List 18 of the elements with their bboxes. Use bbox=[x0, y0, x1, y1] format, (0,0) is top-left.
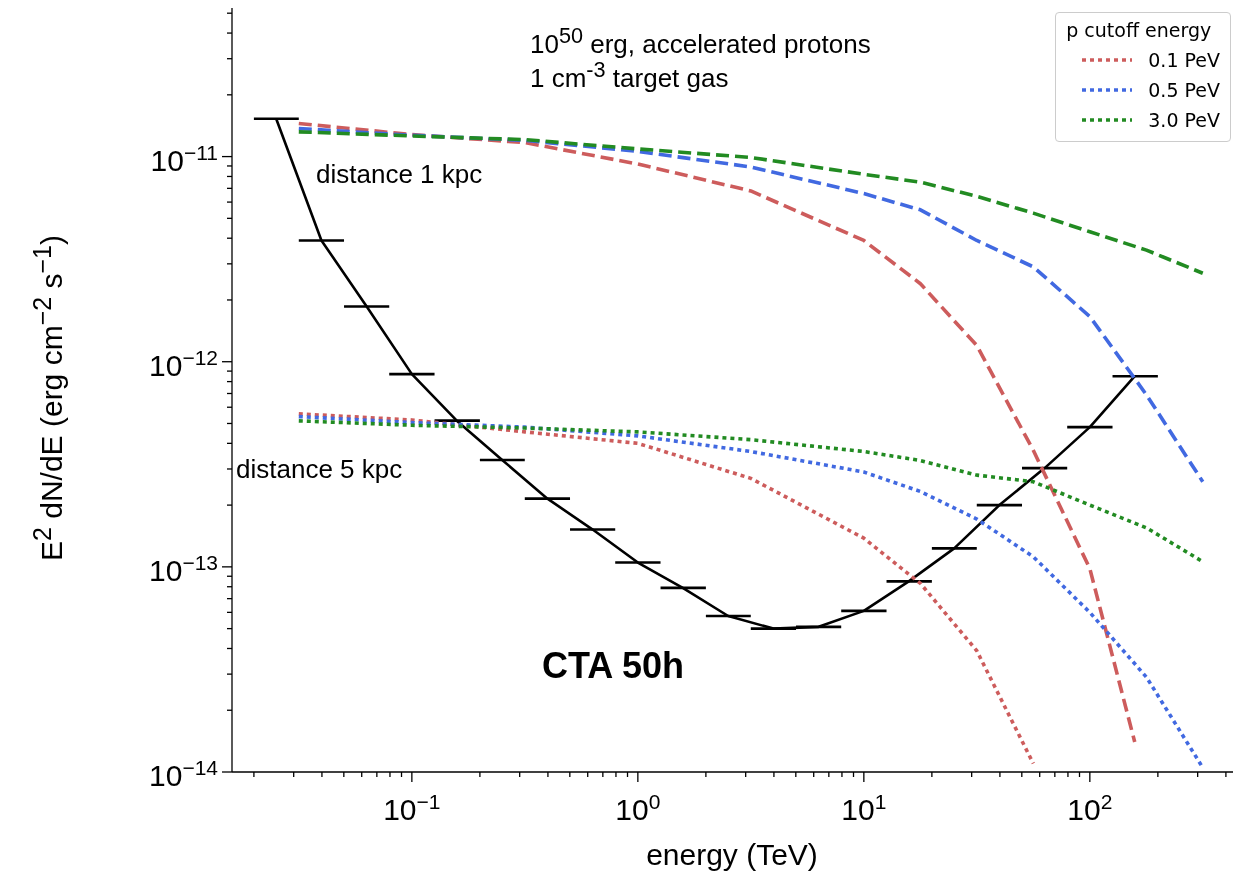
legend-title: p cutoff energy bbox=[1066, 19, 1213, 41]
y-tick-label: 10$^{−13}$ bbox=[149, 550, 218, 587]
y-tick-label: 10$^{−14}$ bbox=[149, 755, 219, 792]
x-tick-label: 10$^{2}$ bbox=[1067, 789, 1113, 826]
x-tick-label: 10$^{1}$ bbox=[841, 789, 887, 826]
y-tick-label: 10$^{−12}$ bbox=[149, 345, 218, 382]
annotation: CTA 50h bbox=[542, 645, 685, 686]
annotation: 1 cm$^{-3}$ target gas bbox=[530, 57, 729, 93]
legend-label: 0.5 PeV bbox=[1148, 79, 1220, 101]
annotation: 10$^{50}$ erg, accelerated protons bbox=[530, 23, 871, 59]
x-axis-title: energy (TeV) bbox=[646, 838, 818, 872]
x-tick-label: 10$^{0}$ bbox=[615, 789, 661, 826]
y-tick-label: 10$^{−11}$ bbox=[150, 140, 218, 177]
annotation: distance 5 kpc bbox=[236, 454, 403, 484]
annotation: distance 1 kpc bbox=[316, 159, 483, 189]
legend-label: 3.0 PeV bbox=[1148, 109, 1220, 131]
x-tick-label: 10$^{−1}$ bbox=[383, 789, 441, 826]
legend-label: 0.1 PeV bbox=[1148, 49, 1220, 71]
